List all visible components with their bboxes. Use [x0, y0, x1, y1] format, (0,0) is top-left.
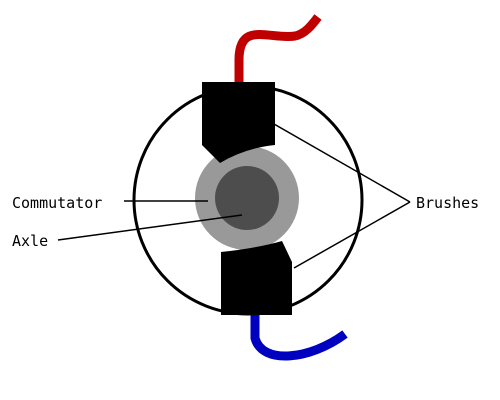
axle	[215, 166, 279, 230]
commutator-label: Commutator	[12, 194, 102, 212]
brushes-label: Brushes	[416, 194, 479, 212]
axle-leader-line	[57, 214, 243, 241]
bottom-brush	[221, 241, 292, 315]
red-wire	[234, 14, 322, 82]
blue-wire	[250, 314, 348, 361]
brushes-leader-line-top	[273, 123, 411, 203]
axle-label: Axle	[12, 232, 48, 250]
top-brush	[202, 82, 275, 163]
brushes-leader-line-bottom	[293, 201, 411, 269]
